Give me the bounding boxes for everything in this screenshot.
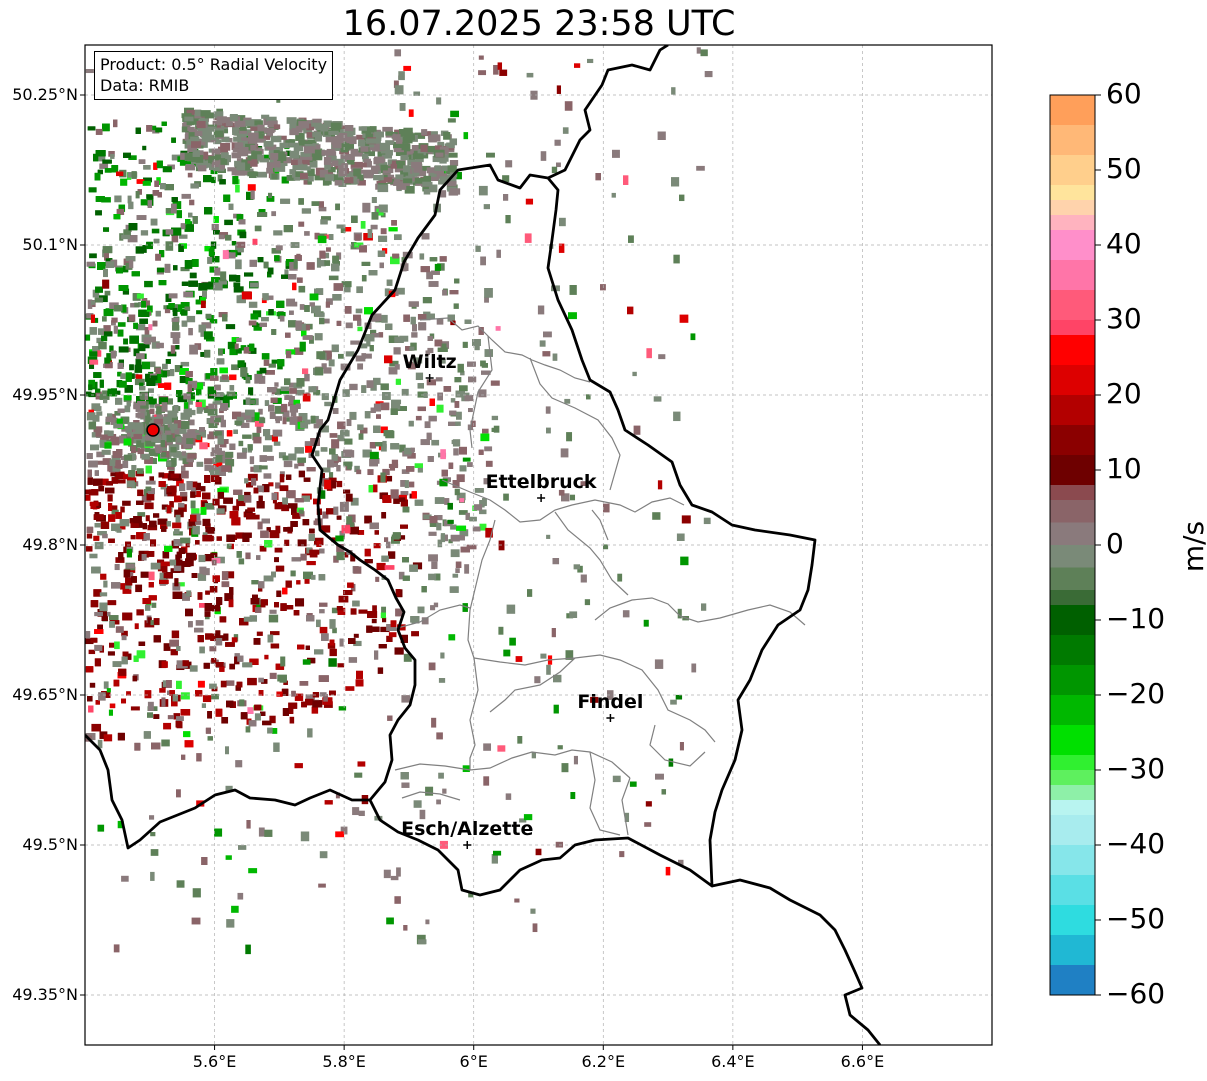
colorbar-band [1050,695,1095,726]
colorbar-band [1050,500,1095,523]
colorbar-band [1050,425,1095,456]
lat-tick-label: 49.5°N [22,835,78,854]
germany-border-north [547,45,669,180]
lat-tick-label: 49.8°N [22,535,78,554]
canton-boundaries [389,317,806,836]
colorbar-band [1050,785,1095,801]
city-label: Findel [577,691,644,713]
city-label: Wiltz [402,351,457,373]
colorbar-tick-label: −50 [1106,902,1166,935]
colorbar-band [1050,590,1095,606]
colorbar-band [1050,522,1095,546]
colorbar-unit-label: m/s [1177,520,1207,573]
lon-tick-label: 6.2°E [581,1052,626,1071]
product-info-box: Product: 0.5° Radial Velocity Data: RMIB [94,51,334,100]
colorbar-tick-marks [1095,94,1101,996]
lat-tick-label: 49.65°N [12,685,78,704]
luxembourg-border [310,163,817,897]
colorbar-tick-label: 30 [1106,302,1142,335]
colorbar-tick-label: −10 [1106,602,1166,635]
lat-tick-label: 49.35°N [12,985,78,1004]
colorbar-band [1050,875,1095,906]
city-markers [425,374,615,849]
colorbar-band [1050,815,1095,846]
city-label: Esch/Alzette [401,818,534,840]
colorbar-band [1050,905,1095,936]
colorbar-tick-label: −20 [1106,677,1166,710]
belgium-france-border [85,734,370,850]
colorbar-tick-label: 60 [1106,77,1142,110]
radar-echo-layer [85,47,713,955]
colorbar-band [1050,125,1095,156]
data-source-label: Data: RMIB [100,76,190,95]
colorbar-band [1050,545,1095,568]
colorbar-band [1050,455,1095,486]
colorbar-tick-label: −30 [1106,752,1166,785]
grid-lines [85,45,992,1045]
colorbar-tick-label: 0 [1106,527,1124,560]
colorbar-band [1050,320,1095,336]
lon-tick-label: 6.4°E [711,1052,755,1071]
colorbar-tick-label: 50 [1106,152,1142,185]
colorbar-band [1050,395,1095,426]
colorbar-band [1050,665,1095,696]
colorbar-band [1050,605,1095,636]
colorbar [1050,95,1095,996]
lat-tick-label: 50.25°N [12,85,78,104]
colorbar-band [1050,95,1095,126]
colorbar-band [1050,155,1095,186]
national-borders [85,45,882,1045]
colorbar-band [1050,290,1095,321]
product-label: Product: 0.5° Radial Velocity [100,55,328,74]
lon-tick-label: 6.6°E [840,1052,885,1071]
colorbar-band [1050,800,1095,816]
colorbar-band [1050,755,1095,771]
lat-tick-label: 50.1°N [22,235,78,254]
colorbar-band [1050,230,1095,261]
colorbar-band [1050,185,1095,201]
colorbar-tick-label: 40 [1106,227,1142,260]
axis-tick-marks [80,94,863,1050]
lat-tick-label: 49.95°N [12,385,78,404]
city-label: Ettelbruck [485,471,597,493]
lon-tick-label: 5.6°E [192,1052,237,1071]
colorbar-band [1050,770,1095,786]
colorbar-band [1050,935,1095,966]
colorbar-band [1050,215,1095,231]
colorbar-band [1050,725,1095,756]
radar-site-marker[interactable] [146,423,160,437]
colorbar-tick-label: −40 [1106,827,1166,860]
colorbar-tick-label: 20 [1106,377,1142,410]
colorbar-band [1050,260,1095,291]
lon-tick-label: 5.8°E [322,1052,366,1071]
colorbar-band [1050,200,1095,216]
colorbar-tick-label: −60 [1106,977,1166,1010]
colorbar-band [1050,335,1095,366]
colorbar-band [1050,485,1095,501]
map-title: 16.07.2025 23:58 UTC [342,4,736,44]
colorbar-band [1050,365,1095,396]
germany-border-south [711,878,882,1045]
lon-tick-label: 6°E [459,1052,488,1071]
colorbar-tick-label: 10 [1106,452,1142,485]
colorbar-band [1050,845,1095,876]
colorbar-band [1050,567,1095,591]
colorbar-band [1050,965,1095,996]
colorbar-band [1050,635,1095,666]
